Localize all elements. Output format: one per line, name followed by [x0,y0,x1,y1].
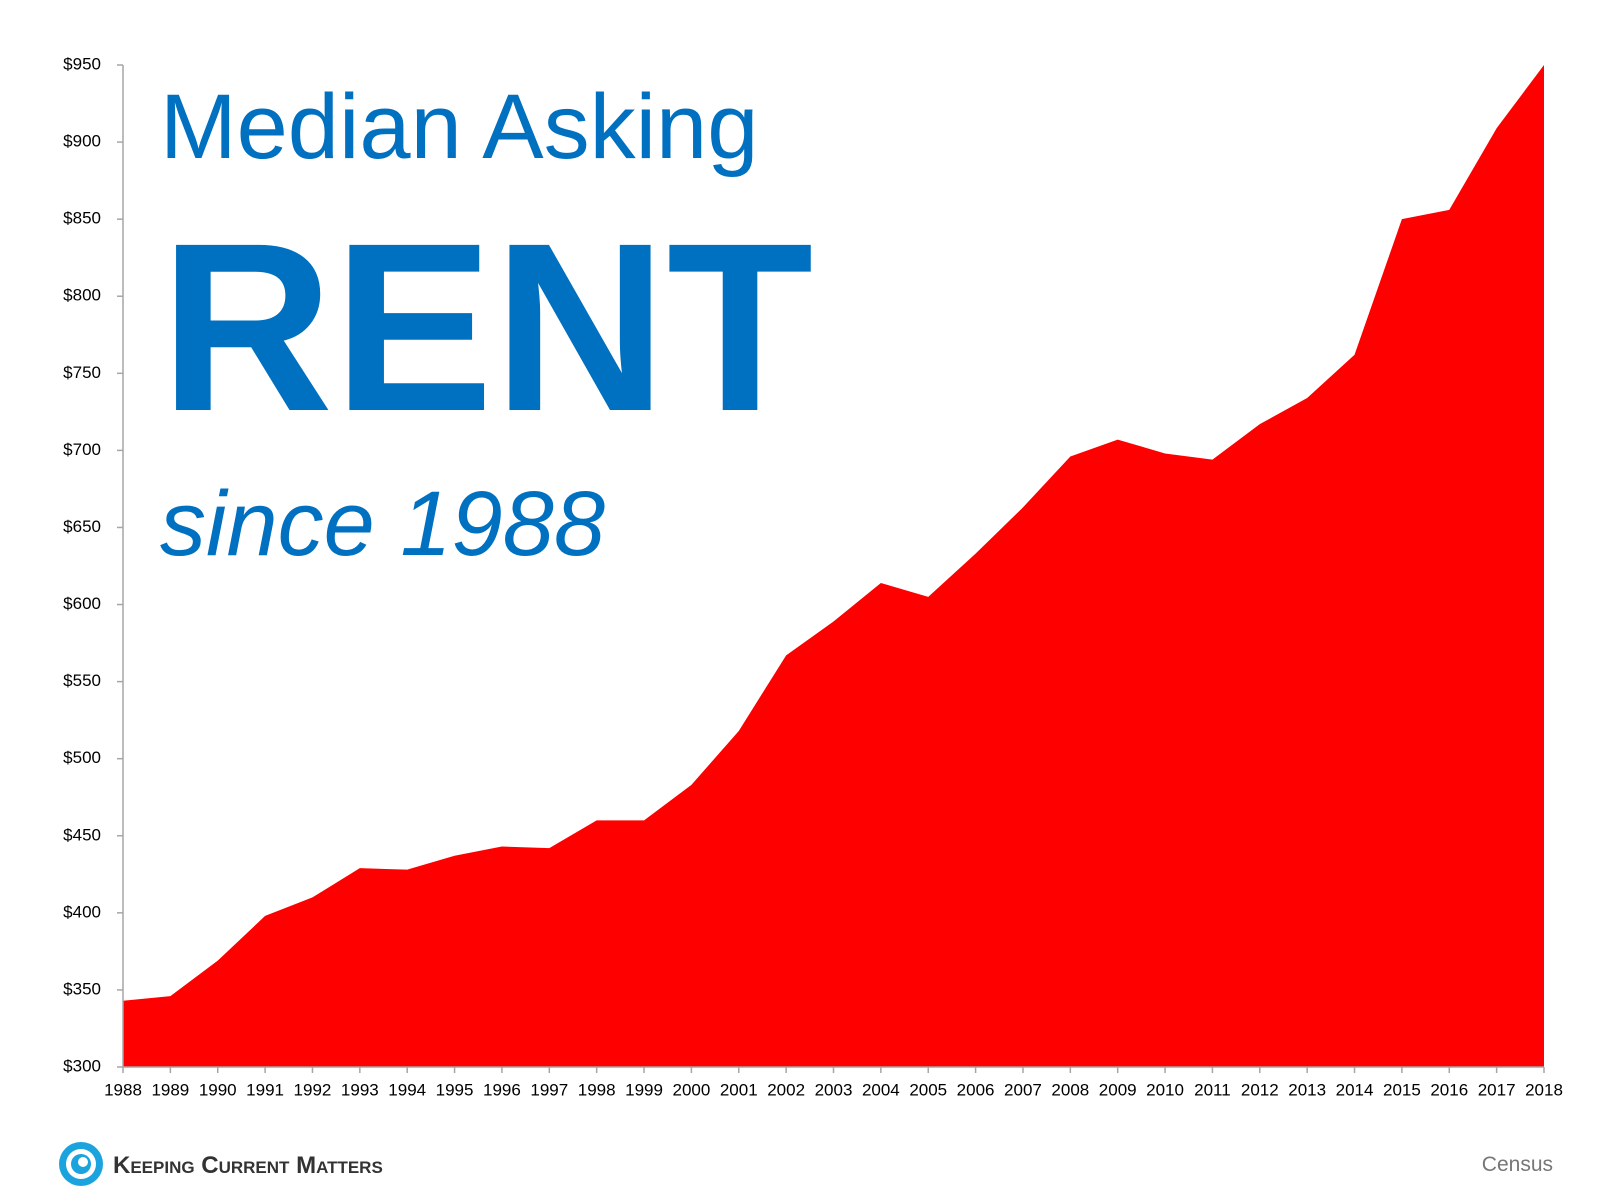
x-tick-label: 2004 [862,1080,900,1099]
x-tick-label: 1993 [341,1080,379,1099]
y-tick-label: $300 [63,1056,101,1075]
x-tick-label: 2008 [1051,1080,1089,1099]
x-tick-label: 1991 [246,1080,284,1099]
x-tick-label: 2018 [1525,1080,1563,1099]
x-tick-label: 2006 [957,1080,995,1099]
x-tick-label: 2003 [815,1080,853,1099]
y-tick-label: $800 [63,286,101,305]
x-tick-label: 1995 [436,1080,474,1099]
x-tick-label: 2013 [1288,1080,1326,1099]
x-tick-label: 2002 [767,1080,805,1099]
x-tick-label: 2009 [1099,1080,1137,1099]
x-tick-label: 1989 [151,1080,189,1099]
x-tick-label: 1998 [578,1080,616,1099]
x-tick-label: 1997 [530,1080,568,1099]
x-tick-label: 1988 [104,1080,142,1099]
logo-icon [59,1142,103,1186]
y-tick-label: $350 [63,979,101,998]
x-tick-label: 1992 [294,1080,332,1099]
x-tick-label: 2017 [1478,1080,1516,1099]
x-tick-label: 2001 [720,1080,758,1099]
plot-area: $300 $350 $400 $450 $500 $550 $600 $650 $700 $750… [63,54,1563,1099]
y-tick-label: $900 [63,132,101,151]
x-tick-label: 2012 [1241,1080,1279,1099]
source: Census [1482,1153,1553,1176]
y-tick-label: $600 [63,594,101,613]
x-tick-label: 2005 [909,1080,947,1099]
x-tick-label: 2000 [672,1080,710,1099]
y-tick-label: $750 [63,363,101,382]
chart-title-emphasis: RENT [160,193,813,461]
y-tick-label: $950 [63,54,101,73]
x-tick-label: 2016 [1430,1080,1468,1099]
y-tick-label: $650 [63,517,101,536]
y-tick-label: $500 [63,748,101,767]
x-tick-label: 2015 [1383,1080,1421,1099]
y-tick-label: $550 [63,671,101,690]
chart-subtitle: since 1988 [160,473,605,575]
x-tick-label: 2011 [1194,1080,1231,1099]
logo-text: Keeping Current Matters [113,1152,383,1179]
logo-core [78,1157,88,1167]
y-tick-label: $450 [63,825,101,844]
x-tick-label: 1999 [625,1080,663,1099]
y-tick-label: $400 [63,902,101,921]
x-tick-label: 2010 [1146,1080,1184,1099]
area [123,65,1544,1067]
x-tick-label: 1996 [483,1080,521,1099]
x-tick-label: 2014 [1336,1080,1374,1099]
x-tick-label: 2007 [1004,1080,1042,1099]
x-tick-label: 1994 [388,1080,426,1099]
chart-title: Median Asking [160,76,758,178]
y-tick-label: $850 [63,209,101,228]
y-tick-label: $700 [63,440,101,459]
x-tick-label: 1990 [199,1080,237,1099]
